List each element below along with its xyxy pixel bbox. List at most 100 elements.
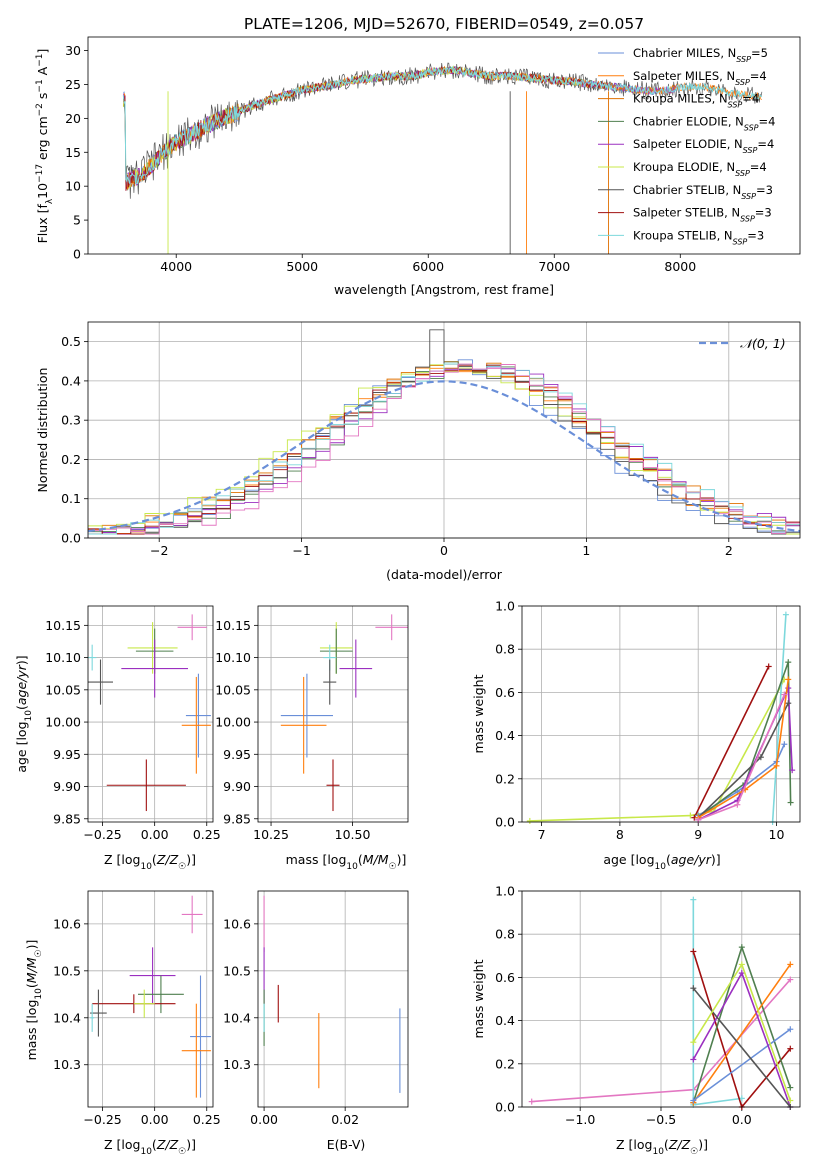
y-tick-label: 0.0 bbox=[495, 815, 515, 830]
label-part: M/M bbox=[363, 852, 389, 867]
legend-tail: =5 bbox=[751, 46, 768, 60]
label-part: )] bbox=[24, 940, 39, 950]
label-part: ☉ bbox=[34, 949, 44, 957]
x-tick-label: 0.00 bbox=[250, 1112, 278, 1127]
label-part: mass weight bbox=[471, 959, 486, 1038]
legend-label: Kroupa ELODIE, NSSP=4 bbox=[633, 160, 767, 178]
y-tick-label: 5 bbox=[73, 213, 81, 228]
y-tick-label: 15 bbox=[65, 145, 81, 160]
x-tick-label: 6000 bbox=[412, 259, 444, 274]
label-part: ☉ bbox=[690, 1147, 698, 1157]
label-part: ( bbox=[152, 1137, 157, 1152]
x-tick-label: 0 bbox=[440, 543, 448, 558]
legend-text: Chabrier ELODIE, N bbox=[633, 114, 744, 128]
x-tick-label: 0.25 bbox=[193, 1112, 221, 1127]
legend-text: Salpeter ELODIE, N bbox=[633, 137, 743, 151]
label-part: mass weight bbox=[471, 674, 486, 753]
legend-text: Salpeter STELIB, N bbox=[633, 206, 740, 220]
y-axis-label: mass weight bbox=[471, 674, 486, 753]
x-tick-label: −0.25 bbox=[83, 827, 121, 842]
y-tick-label: 0.4 bbox=[495, 1013, 515, 1028]
y-tick-label: 10.10 bbox=[45, 650, 81, 665]
y-tick-label: 0.5 bbox=[61, 334, 81, 349]
label-part: ☉ bbox=[178, 862, 186, 872]
label-part: )] bbox=[711, 852, 721, 867]
y-tick-label: 10.4 bbox=[223, 1010, 251, 1025]
y-tick-label: 10.15 bbox=[45, 618, 81, 633]
x-tick-label: −2 bbox=[150, 543, 168, 558]
spectrum-line bbox=[122, 66, 611, 191]
y-tick-label: 1.0 bbox=[495, 599, 515, 614]
y-tick-label: 0.2 bbox=[495, 771, 515, 786]
x-axis-label: Z [log10(Z/Z☉)] bbox=[616, 1137, 708, 1157]
label-part: 10 bbox=[24, 710, 34, 722]
panel-mass-vs-EBV: 0.00 0.02 10.3 10.4 10.5 10.6 E(B-V) bbox=[223, 890, 409, 1152]
label-part: 10 bbox=[652, 1147, 664, 1157]
x-tick-label: 8 bbox=[616, 827, 624, 842]
y-axis-label: Flux [fλ10−17 erg cm−2 s−1 A−1] bbox=[35, 49, 55, 244]
x-tick-label: 0.00 bbox=[141, 1112, 169, 1127]
label-part: mass [log bbox=[286, 852, 347, 867]
x-tick-label: 10.25 bbox=[253, 827, 289, 842]
label-part: ( bbox=[24, 983, 39, 988]
x-tick-label: 7000 bbox=[538, 259, 570, 274]
label-part: A bbox=[35, 66, 50, 79]
x-tick-label: 0.00 bbox=[141, 827, 169, 842]
label-part: Z [log bbox=[104, 1137, 140, 1152]
legend-sub: SSP bbox=[740, 214, 755, 223]
label-part: ( bbox=[666, 852, 671, 867]
legend-tail: =4 bbox=[759, 114, 776, 128]
y-tick-label: 10 bbox=[65, 179, 81, 194]
x-tick-label: 0.0 bbox=[732, 1112, 752, 1127]
normal-curve bbox=[87, 380, 801, 533]
x-tick-label: 8000 bbox=[664, 259, 696, 274]
label-part: ] bbox=[35, 49, 50, 54]
figure-title: PLATE=1206, MJD=52670, FIBERID=0549, z=0… bbox=[244, 15, 644, 33]
legend-label: Kroupa STELIB, NSSP=3 bbox=[633, 228, 764, 246]
x-tick-label: 10.50 bbox=[335, 827, 371, 842]
histogram-step bbox=[88, 329, 800, 538]
y-axis-label: mass weight bbox=[471, 959, 486, 1038]
x-axis-label: (data-model)/error bbox=[386, 567, 503, 582]
label-part: −1 bbox=[35, 54, 45, 67]
label-part: Z/Z bbox=[156, 852, 179, 867]
y-tick-label: 0.0 bbox=[495, 1100, 515, 1115]
histogram-step bbox=[88, 363, 800, 538]
axes-frame bbox=[521, 890, 801, 1108]
label-part: 10 bbox=[655, 862, 667, 872]
weight-line bbox=[693, 666, 770, 819]
y-axis-label: mass [log10(M/M☉)] bbox=[24, 940, 44, 1061]
y-tick-label: 0.1 bbox=[61, 491, 81, 506]
x-tick-label: 5000 bbox=[286, 259, 318, 274]
y-tick-label: 0.8 bbox=[495, 642, 515, 657]
legend-text: Chabrier STELIB, N bbox=[633, 183, 741, 197]
x-axis-label: Z [log10(Z/Z☉)] bbox=[104, 852, 196, 872]
label-part: ( bbox=[14, 705, 29, 710]
legend-tail: =4 bbox=[742, 92, 759, 106]
panel-age-vs-mass: 10.25 10.50 9.85 9.90 9.95 10.00 10.05 10.10 10.… bbox=[215, 605, 409, 872]
legend-tail: =3 bbox=[755, 206, 772, 220]
y-tick-label: 9.90 bbox=[223, 779, 251, 794]
label-part: Z [log bbox=[616, 1137, 652, 1152]
label-part: 10 bbox=[140, 862, 152, 872]
legend-label: Salpeter MILES, NSSP=4 bbox=[633, 69, 767, 87]
y-tick-label: 30 bbox=[65, 43, 81, 58]
legend-sub: SSP bbox=[743, 146, 758, 155]
label-part: mass [log bbox=[24, 1000, 39, 1061]
x-tick-label: 1 bbox=[582, 543, 590, 558]
weight-line bbox=[529, 679, 786, 822]
x-axis-label: age [log10(age/yr)] bbox=[603, 852, 720, 872]
legend-text: Kroupa ELODIE, N bbox=[633, 160, 735, 174]
x-tick-label: 10 bbox=[769, 827, 785, 842]
legend-tail: =3 bbox=[756, 183, 773, 197]
weight-line bbox=[697, 679, 790, 819]
label-part: Flux [f bbox=[35, 204, 50, 244]
label-part: Z/Z bbox=[156, 1137, 179, 1152]
label-part: −1 bbox=[35, 79, 45, 92]
axes-frame bbox=[257, 890, 409, 1108]
legend-label: Kroupa MILES, NSSP=4 bbox=[633, 92, 759, 110]
x-axis-label: wavelength [Angstrom, rest frame] bbox=[334, 282, 554, 297]
y-tick-label: 10.6 bbox=[53, 916, 81, 931]
x-tick-label: −1.0 bbox=[565, 1112, 595, 1127]
legend-sub: SSP bbox=[728, 100, 743, 109]
